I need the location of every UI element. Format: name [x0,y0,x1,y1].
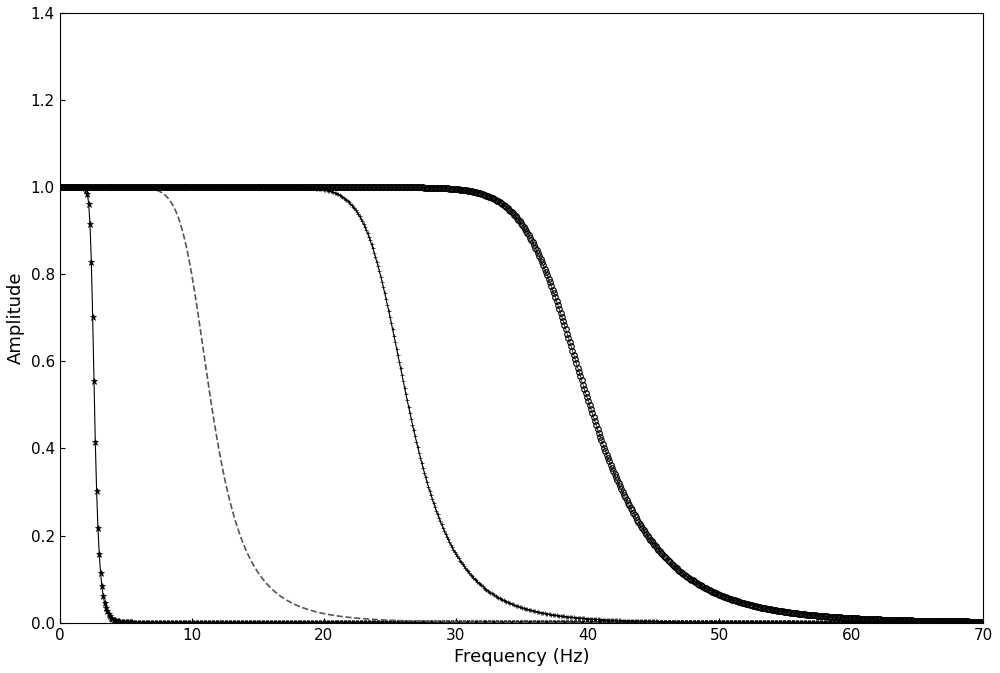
Y-axis label: Amplitude: Amplitude [7,271,25,364]
X-axis label: Frequency (Hz): Frequency (Hz) [454,648,589,666]
